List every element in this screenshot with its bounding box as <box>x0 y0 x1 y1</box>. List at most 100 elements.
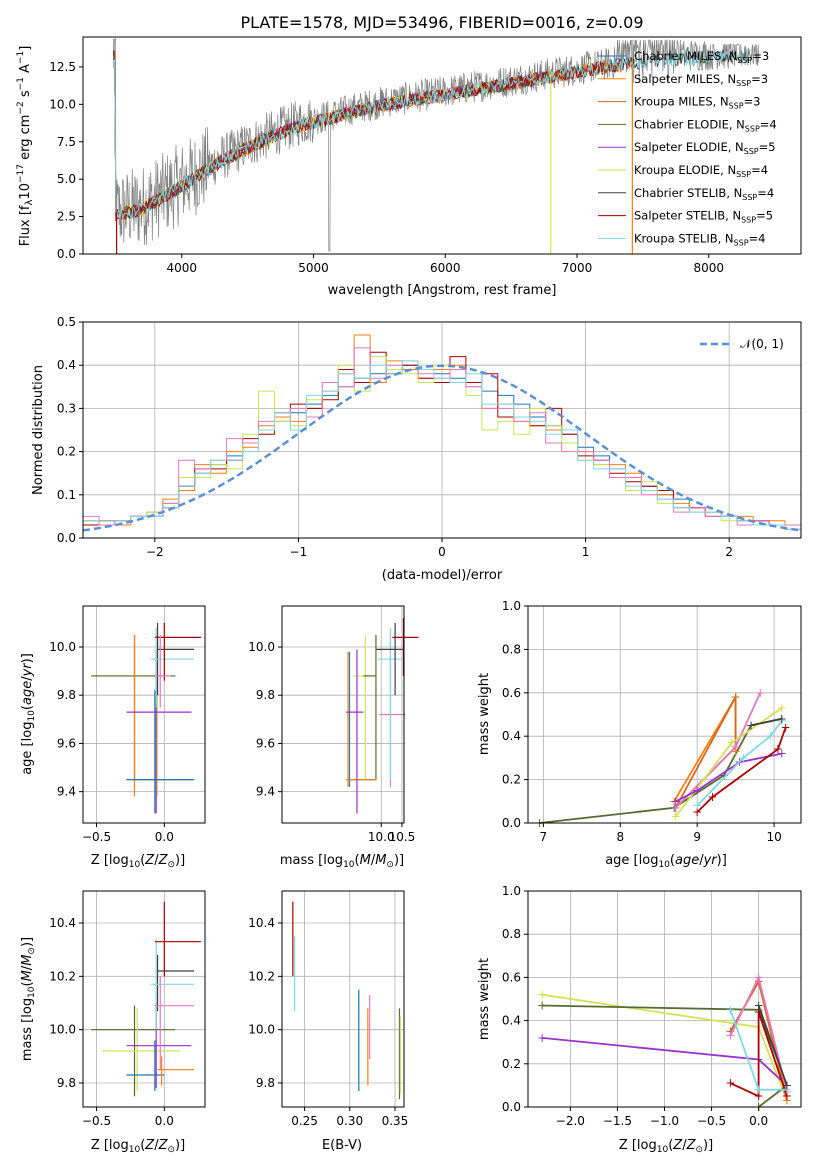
age-z-ticks: −0.5 0.0 9.4 9.6 9.8 10.0 <box>49 640 174 844</box>
residual-panel: −2 −1 0 1 2 0.0 0.1 0.2 0.3 0.4 0.5 𝒩(0, 1) (data-… <box>31 315 802 583</box>
y-tick-label: 0.4 <box>502 729 521 743</box>
y-tick-label: 10.0 <box>49 1023 76 1037</box>
x-tick-label: 7000 <box>562 261 593 275</box>
weight-z-panel: ++++ +++++++++++++++++++++ +++ −2.0 −1.5 −1.… <box>477 884 802 1155</box>
plus-marker: + <box>671 801 681 815</box>
plus-marker: + <box>725 1076 735 1090</box>
y-tick-label: 9.4 <box>57 785 76 799</box>
weight-age-line <box>696 727 787 813</box>
mass-ebv-frame <box>281 890 405 1108</box>
plus-marker: + <box>782 1085 792 1099</box>
x-tick-label: −0.5 <box>697 1114 726 1128</box>
legend-value: =5 <box>759 140 776 154</box>
model-spectrum-line <box>112 47 749 221</box>
legend-value: =4 <box>760 117 777 131</box>
x-tick-label: −0.5 <box>82 830 111 844</box>
y-tick-label: 9.4 <box>256 785 275 799</box>
legend-value: =4 <box>751 163 768 177</box>
plus-marker: + <box>755 686 765 700</box>
y-tick-label: 5.0 <box>57 172 76 186</box>
x-tick-label: 0 <box>438 545 446 559</box>
age-z-frame <box>82 605 206 824</box>
age-z-errorbars <box>91 622 201 814</box>
x-tick-label: 0.35 <box>382 1114 409 1128</box>
legend-label: Chabrier STELIB, NSSP=4 <box>634 186 774 202</box>
y-tick-label: 1.0 <box>502 599 521 613</box>
residual-xlabel: (data-model)/error <box>382 568 503 583</box>
spectrum-frame <box>82 36 802 255</box>
weight-z-line <box>757 1005 788 1086</box>
plus-marker: + <box>754 1083 764 1097</box>
plus-marker: + <box>754 1005 764 1019</box>
x-tick-label: −1.5 <box>603 1114 632 1128</box>
x-tick-label: 4000 <box>167 261 198 275</box>
mass-z-errorbars <box>91 901 201 1097</box>
legend-subscript: SSP <box>742 193 757 202</box>
weight-age-frame <box>527 605 802 824</box>
y-tick-label: 10.0 <box>248 1023 275 1037</box>
weight-age-ylabel: mass weight <box>477 673 492 755</box>
x-tick-label: 0.0 <box>749 1114 768 1128</box>
plus-marker: + <box>725 1029 735 1043</box>
mass-ebv-ticks: 0.25 0.30 0.35 9.8 10.0 10.2 10.4 <box>248 916 408 1128</box>
weight-age-line <box>750 717 782 727</box>
plus-marker: + <box>671 801 681 815</box>
plus-marker: + <box>671 794 681 808</box>
weight-age-line <box>675 692 762 809</box>
mass-z-ticks: −0.5 0.0 9.8 10.0 10.2 10.4 <box>49 916 174 1128</box>
plus-marker: + <box>719 768 729 782</box>
x-tick-label: 10.5 <box>389 830 416 844</box>
plus-marker: + <box>782 1094 792 1108</box>
mass-z-xlabel: Z [log10(Z/Z⊙)] <box>91 1138 185 1155</box>
weight-z-ticks: −2.0 −1.5 −1.0 −0.5 0.0 0.0 0.2 0.4 0.6 0.8 1.0 <box>502 884 768 1128</box>
legend-label: Chabrier MILES, NSSP=3 <box>634 49 769 65</box>
y-tick-label: 1.0 <box>502 884 521 898</box>
residual-histograms <box>82 334 802 538</box>
legend-label: Kroupa STELIB, NSSP=4 <box>634 231 765 247</box>
residual-grid <box>83 321 801 539</box>
legend-label: Kroupa ELODIE, NSSP=4 <box>634 163 768 179</box>
y-tick-label: 2.5 <box>57 210 76 224</box>
x-tick-label: 8 <box>616 830 624 844</box>
weight-z-ylabel: mass weight <box>477 958 492 1040</box>
plus-marker: + <box>782 1078 792 1092</box>
y-tick-label: 10.2 <box>248 969 275 983</box>
x-tick-label: 0.25 <box>291 1114 318 1128</box>
legend-subscript: SSP <box>736 170 751 179</box>
plus-marker: + <box>765 729 775 743</box>
weight-age-xlabel: age [log10(age/yr)] <box>605 853 727 870</box>
y-tick-label: 0.4 <box>502 1014 521 1028</box>
weight-z-line <box>730 1011 788 1098</box>
spectrum-xlabel: wavelength [Angstrom, rest frame] <box>328 283 557 298</box>
legend-value: =3 <box>751 72 768 86</box>
mass-ebv-panel: 0.25 0.30 0.35 9.8 10.0 10.2 10.4 E(B-V) <box>248 890 408 1153</box>
spectrum-lines <box>112 38 760 254</box>
weight-z-line <box>729 1009 787 1091</box>
x-tick-label: 8000 <box>694 261 725 275</box>
residual-frame <box>82 321 802 539</box>
weight-z-xlabel: Z [log10(Z/Z⊙)] <box>619 1138 713 1155</box>
plus-marker: + <box>754 998 764 1012</box>
age-z-grid <box>83 606 205 823</box>
legend-subscript: SSP <box>737 56 752 65</box>
weight-z-line <box>729 974 788 1093</box>
figure-title: PLATE=1578, MJD=53496, FIBERID=0016, z=0… <box>240 13 643 32</box>
y-tick-label: 9.8 <box>256 688 275 702</box>
y-tick-label: 0.8 <box>502 927 521 941</box>
y-tick-label: 0.3 <box>57 401 76 415</box>
x-tick-label: 6000 <box>430 261 461 275</box>
x-tick-label: 10.0 <box>368 830 395 844</box>
age-mass-ticks: 10.010.59.49.69.810.0 <box>248 640 415 844</box>
y-tick-label: 10.4 <box>49 916 76 930</box>
y-tick-label: 0.0 <box>502 816 521 830</box>
legend-value: =5 <box>756 209 773 223</box>
x-tick-label: 1 <box>582 545 590 559</box>
x-tick-label: 0.0 <box>155 830 174 844</box>
y-tick-label: 9.6 <box>256 736 275 750</box>
x-tick-label: 0.30 <box>336 1114 363 1128</box>
plus-marker: + <box>782 1083 792 1097</box>
age-z-panel: −0.5 0.0 9.4 9.6 9.8 10.0 Z [log10(Z/Z⊙)] age… <box>20 605 206 870</box>
y-tick-label: 9.8 <box>256 1076 275 1090</box>
mass-z-ylabel: mass [log10(M/M⊙)] <box>20 937 37 1061</box>
